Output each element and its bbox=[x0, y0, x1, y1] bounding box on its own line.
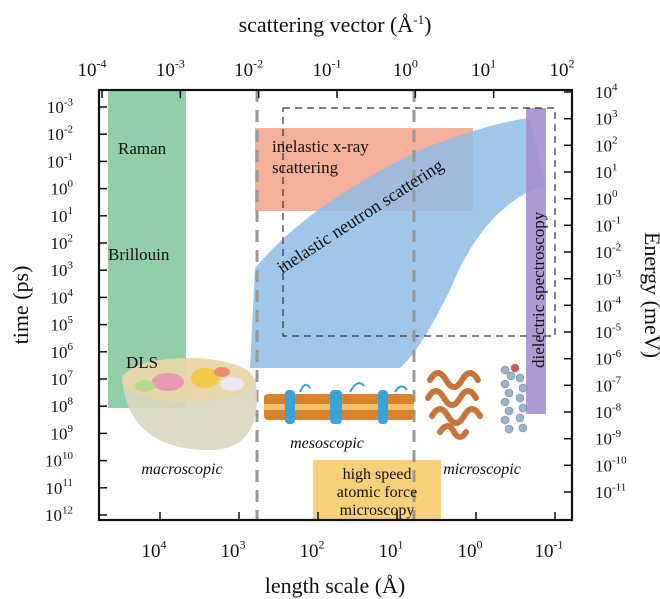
right-tick-label: 102 bbox=[595, 135, 618, 156]
microscopic-label: microscopic bbox=[443, 461, 521, 478]
tick-marks bbox=[99, 90, 573, 520]
neutron-window-box bbox=[282, 107, 556, 337]
right-tick-label: 100 bbox=[595, 188, 618, 209]
right-tick-label: 10-1 bbox=[595, 215, 621, 236]
left-tick-label: 105 bbox=[51, 314, 74, 335]
afm-region bbox=[313, 460, 441, 520]
protein-illustration bbox=[425, 363, 528, 440]
left-tick-label: 109 bbox=[51, 423, 74, 444]
bottom-tick-label: 101 bbox=[379, 537, 404, 562]
left-tick-label: 100 bbox=[51, 178, 74, 199]
afm-label-line2: atomic force bbox=[337, 484, 417, 501]
neutron-region bbox=[250, 118, 545, 368]
light-scattering-region bbox=[108, 90, 186, 408]
right-tick-label: 10-11 bbox=[595, 481, 626, 502]
bottom-tick-label: 10-1 bbox=[535, 537, 564, 562]
right-tick-label: 103 bbox=[595, 108, 618, 129]
top-tick-label: 10-4 bbox=[78, 56, 107, 81]
left-tick-label: 106 bbox=[51, 341, 74, 362]
dls-label: DLS bbox=[126, 353, 158, 372]
dielectric-region bbox=[526, 108, 546, 414]
top-tick-label: 10-1 bbox=[313, 56, 342, 81]
left-tick-label: 104 bbox=[51, 287, 74, 308]
left-tick-label: 10-3 bbox=[47, 96, 74, 117]
left-tick-label: 102 bbox=[51, 232, 74, 253]
membrane-illustration bbox=[264, 382, 414, 424]
left-tick-label: 107 bbox=[51, 368, 74, 389]
left-tick-label: 108 bbox=[51, 396, 74, 417]
right-tick-label: 10-6 bbox=[595, 348, 622, 369]
afm-label-line3: microscopy bbox=[340, 502, 415, 519]
right-tick-label: 10-8 bbox=[595, 401, 622, 422]
right-tick-label: 104 bbox=[595, 81, 618, 102]
right-tick-label: 10-3 bbox=[595, 268, 622, 289]
left-axis-title: time (ps) bbox=[8, 266, 33, 345]
left-tick-label: 101 bbox=[51, 205, 74, 226]
xray-label-line1: inelastic x-ray bbox=[272, 137, 369, 156]
left-tick-label: 10-1 bbox=[47, 151, 73, 172]
bottom-tick-label: 102 bbox=[300, 537, 325, 562]
right-tick-label: 10-4 bbox=[595, 295, 622, 316]
top-tick-label: 100 bbox=[393, 56, 418, 81]
left-tick-label: 1010 bbox=[45, 450, 74, 471]
left-tick-label: 10-2 bbox=[47, 124, 73, 145]
raman-label: Raman bbox=[118, 139, 167, 158]
cell-illustration bbox=[122, 358, 257, 450]
top-tick-label: 102 bbox=[550, 56, 575, 81]
left-tick-label: 1012 bbox=[45, 504, 73, 525]
bottom-axis-title: length scale (Å) bbox=[265, 573, 406, 598]
right-axis-title: Energy (meV) bbox=[640, 232, 660, 358]
top-tick-label: 101 bbox=[471, 56, 496, 81]
bottom-tick-label: 103 bbox=[221, 537, 246, 562]
left-tick-label: 1011 bbox=[45, 477, 73, 498]
top-tick-label: 10-3 bbox=[156, 56, 185, 81]
right-tick-label: 10-9 bbox=[595, 428, 622, 449]
right-tick-label: 10-2 bbox=[595, 241, 621, 262]
top-tick-label: 10-2 bbox=[234, 56, 263, 81]
right-tick-label: 10-7 bbox=[595, 375, 622, 396]
brillouin-label: Brillouin bbox=[108, 245, 170, 264]
right-tick-label: 10-5 bbox=[595, 321, 622, 342]
macroscopic-label: macroscopic bbox=[141, 461, 222, 478]
bottom-tick-label: 100 bbox=[458, 537, 483, 562]
xray-label-line2: scattering bbox=[272, 158, 339, 177]
top-axis-title: scattering vector (Å-1) bbox=[239, 12, 432, 37]
dielectric-label: dielectric spectroscopy bbox=[529, 211, 548, 368]
afm-label-line1: high speed bbox=[343, 466, 412, 483]
bottom-tick-label: 104 bbox=[142, 537, 167, 562]
right-tick-label: 101 bbox=[595, 161, 618, 182]
left-tick-label: 103 bbox=[51, 260, 74, 281]
mesoscopic-label: mesoscopic bbox=[290, 435, 364, 452]
right-tick-label: 10-10 bbox=[595, 455, 627, 476]
